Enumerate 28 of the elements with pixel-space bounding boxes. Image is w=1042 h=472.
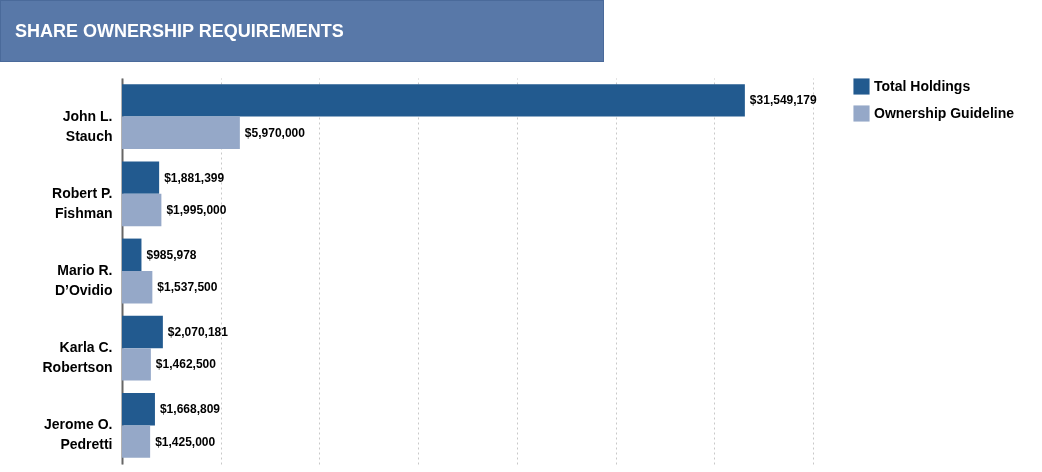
bar — [122, 238, 142, 271]
data-label: $985,978 — [146, 247, 197, 262]
bar — [122, 425, 151, 458]
bar — [122, 315, 163, 349]
bar — [122, 161, 160, 194]
data-label: $2,070,181 — [167, 324, 229, 339]
y-tick-label: John L. Stauch — [62, 107, 113, 144]
data-label: $5,970,000 — [244, 125, 306, 140]
data-label: $1,881,399 — [164, 170, 225, 185]
data-label: $1,537,500 — [157, 280, 218, 295]
bar — [122, 348, 151, 381]
legend-label: Ownership Guideline — [874, 104, 1015, 121]
bar — [122, 271, 153, 304]
data-label: $31,549,179 — [749, 93, 817, 108]
data-label: $1,668,809 — [159, 402, 221, 417]
y-tick-label: Mario R. D’Ovidio — [54, 262, 113, 298]
y-tick-label: Jerome O. Pedretti — [44, 416, 113, 453]
data-label: $1,462,500 — [155, 357, 217, 372]
bar — [122, 193, 162, 227]
bar — [122, 116, 240, 150]
data-label: $1,425,000 — [155, 434, 216, 449]
bar — [122, 84, 745, 117]
bar — [122, 392, 155, 426]
y-tick-label: Robert P. Fishman — [52, 184, 113, 221]
y-tick-label: Karla C. Robertson — [42, 339, 113, 376]
legend-label: Total Holdings — [874, 77, 971, 94]
data-label: $1,995,000 — [166, 203, 227, 218]
chart-title: SHARE OWNERSHIP REQUIREMENTS — [0, 0, 604, 62]
